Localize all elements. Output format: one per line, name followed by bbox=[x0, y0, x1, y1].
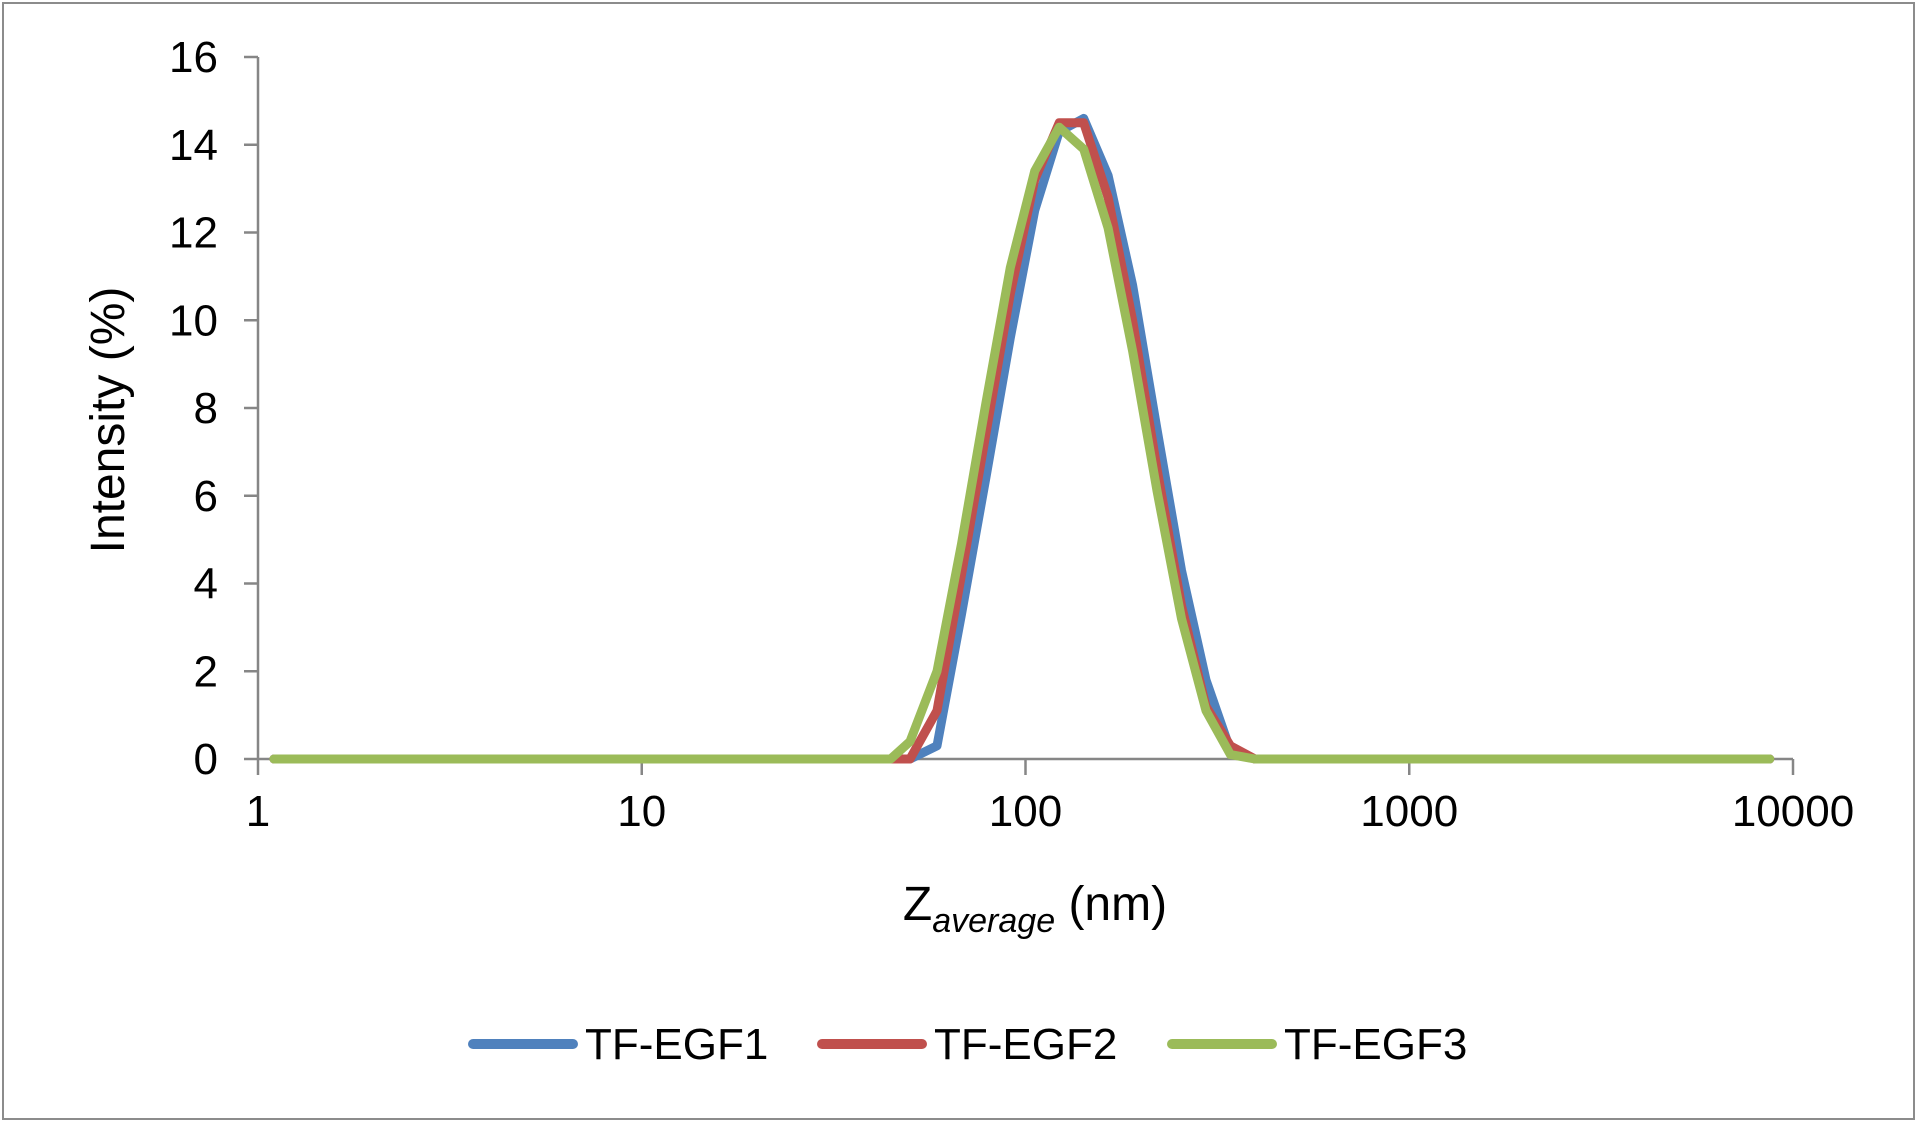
x-tick-label: 1 bbox=[246, 787, 270, 836]
y-axis-title: Intensity (%) bbox=[82, 287, 135, 554]
y-tick-label: 8 bbox=[194, 384, 218, 433]
legend-label-tf-egf1: TF-EGF1 bbox=[585, 1020, 768, 1069]
series-line-tf-egf3 bbox=[269, 122, 1775, 764]
y-tick-label: 0 bbox=[194, 735, 218, 784]
y-tick-label: 4 bbox=[194, 560, 218, 609]
legend-label-tf-egf2: TF-EGF2 bbox=[934, 1020, 1117, 1069]
y-tick-label: 16 bbox=[169, 33, 218, 82]
legend: TF-EGF1 TF-EGF2 TF-EGF3 bbox=[468, 1020, 1467, 1069]
y-tick-label: 14 bbox=[169, 121, 218, 170]
x-tick-label: 10 bbox=[617, 787, 666, 836]
legend-label-tf-egf3: TF-EGF3 bbox=[1284, 1020, 1467, 1069]
axes: 0 2 4 6 8 10 12 14 16 1 10 100 1000 10000 bbox=[169, 33, 1854, 836]
y-tick-label: 2 bbox=[194, 647, 218, 696]
x-tick-label: 1000 bbox=[1360, 787, 1458, 836]
x-axis-title-unit: (nm) bbox=[1055, 878, 1167, 931]
series-layer bbox=[269, 113, 1775, 764]
y-tick-label: 10 bbox=[169, 296, 218, 345]
y-tick-label: 6 bbox=[194, 472, 218, 521]
x-tick-label: 100 bbox=[989, 787, 1062, 836]
x-axis-title: Zaverage (nm) bbox=[903, 878, 1167, 940]
x-axis-title-subscript: average bbox=[932, 902, 1055, 940]
y-tick-label: 12 bbox=[169, 209, 218, 258]
x-tick-label: 10000 bbox=[1732, 787, 1854, 836]
x-axis-title-main: Z bbox=[903, 878, 932, 931]
